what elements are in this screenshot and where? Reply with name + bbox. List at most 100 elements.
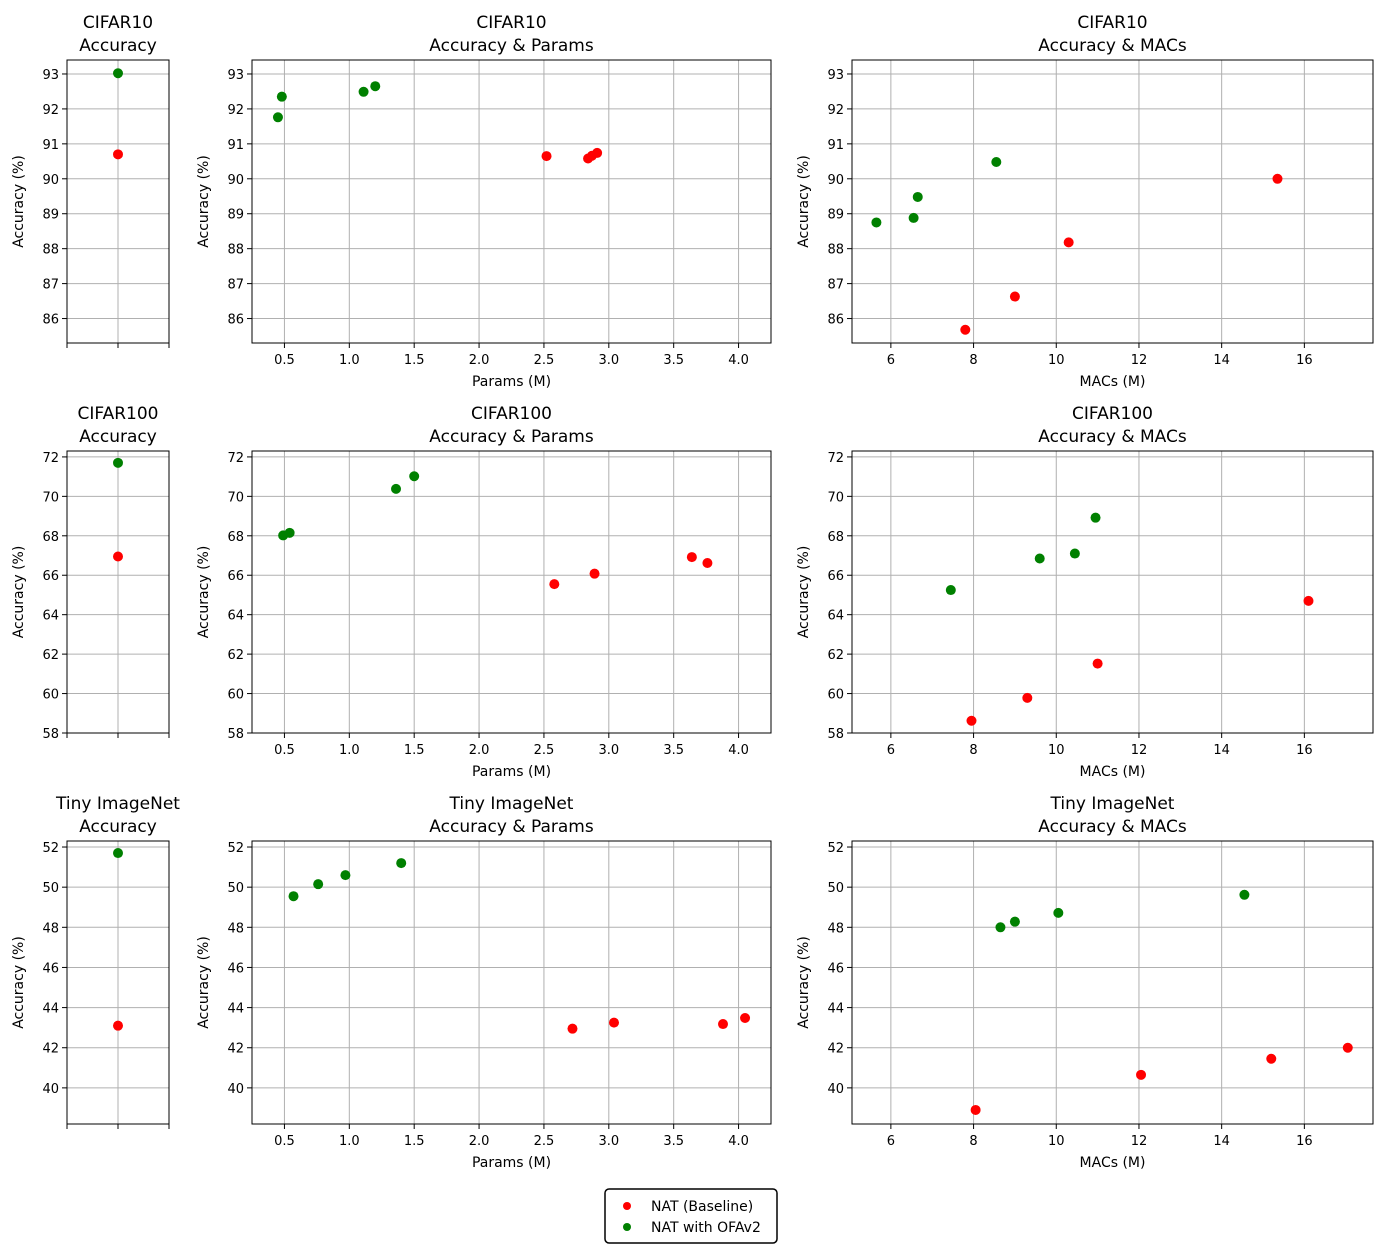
y-tick-label: 48	[42, 921, 59, 936]
y-tick-label: 86	[42, 313, 59, 328]
point-nat-ofav2	[1009, 916, 1020, 927]
subplot-subtitle: Accuracy & MACs	[1038, 36, 1187, 56]
x-tick-label: 14	[1213, 743, 1230, 758]
point-nat-baseline	[686, 552, 697, 563]
x-tick-label: 1.5	[404, 1134, 425, 1149]
point-nat-ofav2	[1053, 907, 1064, 918]
x-tick-label: 16	[1296, 1134, 1313, 1149]
legend-frame	[604, 1188, 778, 1244]
point-nat-baseline	[1272, 173, 1283, 184]
y-tick-label: 44	[42, 1002, 59, 1017]
x-axis-label: MACs (M)	[1080, 764, 1146, 780]
x-tick-label: 10	[1048, 1134, 1065, 1149]
point-nat-baseline	[1136, 1069, 1147, 1080]
y-tick-label: 87	[827, 278, 844, 293]
y-axis-label: Accuracy (%)	[11, 155, 27, 248]
x-tick-label: 4.0	[728, 1134, 749, 1149]
y-tick-label: 89	[42, 208, 59, 223]
subplot-tin_acc: Tiny ImageNet Accuracy 40 42 44 46 48 50 52 Accur…	[11, 794, 180, 1129]
y-tick-label: 68	[827, 530, 844, 545]
plot-frame	[251, 59, 772, 344]
subplot-tin_macs: Tiny ImageNet Accuracy & MACs 40 42 44 46 48 50…	[796, 794, 1374, 1171]
point-nat-baseline	[970, 1104, 981, 1115]
y-tick-label: 92	[227, 103, 244, 118]
x-tick-label: 10	[1048, 353, 1065, 368]
x-tick-label: 10	[1048, 743, 1065, 758]
x-axis-label: Params (M)	[472, 764, 551, 780]
x-tick-label: 2.5	[534, 743, 555, 758]
subplot-subtitle: Accuracy & MACs	[1038, 817, 1187, 837]
point-nat-ofav2	[396, 858, 407, 869]
point-nat-ofav2	[358, 86, 369, 97]
plot-frame	[851, 840, 1374, 1125]
point-nat-ofav2	[871, 217, 882, 228]
subplot-c10_macs: CIFAR10 Accuracy & MACs 86 87 88 89 90 91 92 93 6 8…	[796, 13, 1374, 390]
point-nat-ofav2	[288, 891, 299, 902]
x-axis-label: Params (M)	[472, 374, 551, 390]
y-axis-label: Accuracy (%)	[196, 546, 212, 639]
point-nat-ofav2	[340, 870, 351, 881]
y-tick-label: 87	[227, 278, 244, 293]
y-tick-label: 60	[227, 688, 244, 703]
x-tick-label: 1.5	[404, 743, 425, 758]
point-nat-ofav2	[1069, 548, 1080, 559]
x-tick-label: 12	[1131, 353, 1148, 368]
point-nat-baseline	[113, 149, 123, 160]
y-tick-label: 92	[42, 103, 59, 118]
point-nat-baseline	[1009, 291, 1020, 302]
legend-marker-baseline	[623, 1202, 631, 1210]
y-tick-label: 50	[227, 881, 244, 896]
y-tick-label: 90	[42, 173, 59, 188]
point-nat-ofav2	[272, 112, 283, 123]
subplot-title: CIFAR10	[83, 13, 153, 33]
y-tick-label: 91	[42, 138, 59, 153]
point-nat-ofav2	[113, 68, 123, 79]
y-tick-label: 88	[42, 243, 59, 258]
y-tick-label: 46	[42, 961, 59, 976]
x-tick-label: 2.0	[469, 743, 490, 758]
x-tick-label: 1.0	[339, 1134, 360, 1149]
x-tick-label: 0.5	[274, 353, 295, 368]
x-tick-label: 8	[969, 1134, 977, 1149]
x-tick-label: 12	[1131, 1134, 1148, 1149]
subplot-subtitle: Accuracy	[79, 36, 157, 56]
y-tick-label: 93	[227, 68, 244, 83]
y-tick-label: 50	[827, 881, 844, 896]
point-nat-ofav2	[276, 91, 287, 102]
subplot-c100_params: CIFAR100 Accuracy & Params 58 60 62 64 66 68 70 7…	[196, 404, 772, 780]
y-tick-label: 60	[827, 688, 844, 703]
y-tick-label: 89	[827, 208, 844, 223]
y-tick-label: 62	[42, 648, 59, 663]
y-tick-label: 42	[827, 1042, 844, 1057]
y-tick-label: 91	[227, 138, 244, 153]
y-tick-label: 60	[42, 688, 59, 703]
point-nat-baseline	[717, 1019, 728, 1030]
y-tick-label: 64	[827, 609, 844, 624]
point-nat-baseline	[1342, 1042, 1353, 1053]
x-tick-label: 6	[887, 1134, 895, 1149]
x-tick-label: 8	[969, 743, 977, 758]
point-nat-ofav2	[912, 191, 923, 202]
y-axis-label: Accuracy (%)	[11, 546, 27, 639]
x-axis-label: MACs (M)	[1080, 1155, 1146, 1171]
point-nat-ofav2	[995, 922, 1006, 933]
x-tick-label: 1.5	[404, 353, 425, 368]
y-tick-label: 52	[827, 841, 844, 856]
y-tick-label: 50	[42, 881, 59, 896]
x-tick-label: 12	[1131, 743, 1148, 758]
point-nat-baseline	[113, 1020, 123, 1031]
subplot-c10_params: CIFAR10 Accuracy & Params 86 87 88 89 90 91 92 93…	[196, 13, 772, 390]
point-nat-ofav2	[1239, 889, 1250, 900]
y-tick-label: 58	[227, 727, 244, 742]
y-tick-label: 64	[42, 609, 59, 624]
y-tick-label: 68	[42, 530, 59, 545]
subplot-c100_acc: CIFAR100 Accuracy 58 60 62 64 66 68 70 72 Accuracy…	[11, 404, 170, 742]
point-nat-ofav2	[1034, 553, 1045, 564]
y-tick-label: 42	[227, 1042, 244, 1057]
point-nat-baseline	[1266, 1053, 1277, 1064]
x-tick-label: 2.0	[469, 1134, 490, 1149]
y-tick-label: 40	[827, 1082, 844, 1097]
y-tick-label: 93	[42, 68, 59, 83]
